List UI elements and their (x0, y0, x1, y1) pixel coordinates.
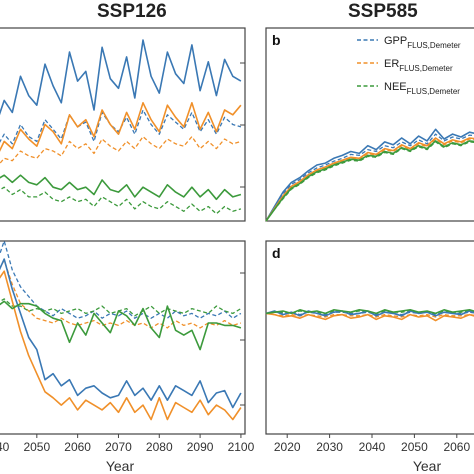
panel-d-xlabel: Year (413, 458, 442, 474)
panel-c-xtick-label: 2050 (23, 440, 50, 454)
panel-d-xtick-label: 2050 (401, 440, 428, 454)
panel-b-frame (265, 27, 474, 222)
panel-c-series (0, 240, 242, 421)
panel-c-xtick-label: 2080 (146, 440, 173, 454)
legend-label-er: ERFLUS,Demeter (384, 58, 453, 73)
panel-d-xticks: 2020 2030 2040 2050 2060 (274, 434, 470, 454)
panel-b-series-er-solid (265, 137, 474, 222)
panel-d-xtick-label: 2020 (274, 440, 301, 454)
panel-c-series-nee-dashed (0, 298, 242, 317)
panel-c-yticks (240, 272, 245, 406)
panel-c-series-gpp-solid (0, 258, 242, 409)
panel-a-series-nee-solid (0, 174, 242, 201)
legend-label-gpp: GPPFLUS,Demeter (384, 35, 461, 50)
panel-d-frame (265, 240, 474, 435)
panel-c-xtick-label: 2090 (187, 440, 214, 454)
panel-d-series-nee-solid (265, 308, 474, 315)
legend-label-nee: NEEFLUS,Demeter (384, 81, 460, 96)
panel-a-series (0, 39, 242, 215)
panel-c-xtick-label-clipped: 2040 (0, 440, 10, 454)
panel-a-series-gpp-solid (0, 39, 242, 116)
legend: GPPFLUS,Demeter ERFLUS,Demeter NEEFLUS,Dem… (357, 35, 461, 96)
panel-a-title: SSP126 (97, 1, 167, 22)
panel-b-letter: b (272, 32, 281, 48)
panel-c-series-er-dashed (0, 259, 242, 329)
panel-d-xtick-label: 2040 (359, 440, 386, 454)
panel-c-series-er-solid (0, 270, 242, 421)
panel-a-series-er-solid (0, 102, 242, 152)
panel-a-series-gpp-dashed (0, 109, 242, 145)
panel-a-yticks (240, 62, 245, 188)
panel-d-xtick-label: 2030 (316, 440, 343, 454)
panel-a-series-er-dashed (0, 135, 242, 165)
panel-d-series-er-solid (265, 312, 474, 322)
panel-c-series-nee-solid (0, 300, 242, 351)
panel-b-series-gpp-solid (265, 128, 474, 222)
panel-c-xtick-label: 2060 (64, 440, 91, 454)
panel-c-xtick-label: 2070 (105, 440, 132, 454)
panel-b-title: SSP585 (348, 1, 418, 22)
panel-c-frame (0, 240, 246, 435)
panel-d-letter: d (272, 245, 281, 261)
panel-d-series (265, 308, 474, 322)
panel-b-series-nee-solid (265, 140, 474, 222)
panel-b-series (265, 128, 474, 222)
panel-c-xlabel: Year (106, 458, 135, 474)
panel-d-xtick-label: 2060 (443, 440, 470, 454)
panel-c-xticks: 2050 2060 2070 2080 2090 2100 2040 (0, 434, 255, 454)
panel-d-series-gpp-solid (265, 310, 474, 317)
panel-a-series-nee-dashed (0, 186, 242, 215)
panel-c-xtick-label: 2100 (228, 440, 255, 454)
